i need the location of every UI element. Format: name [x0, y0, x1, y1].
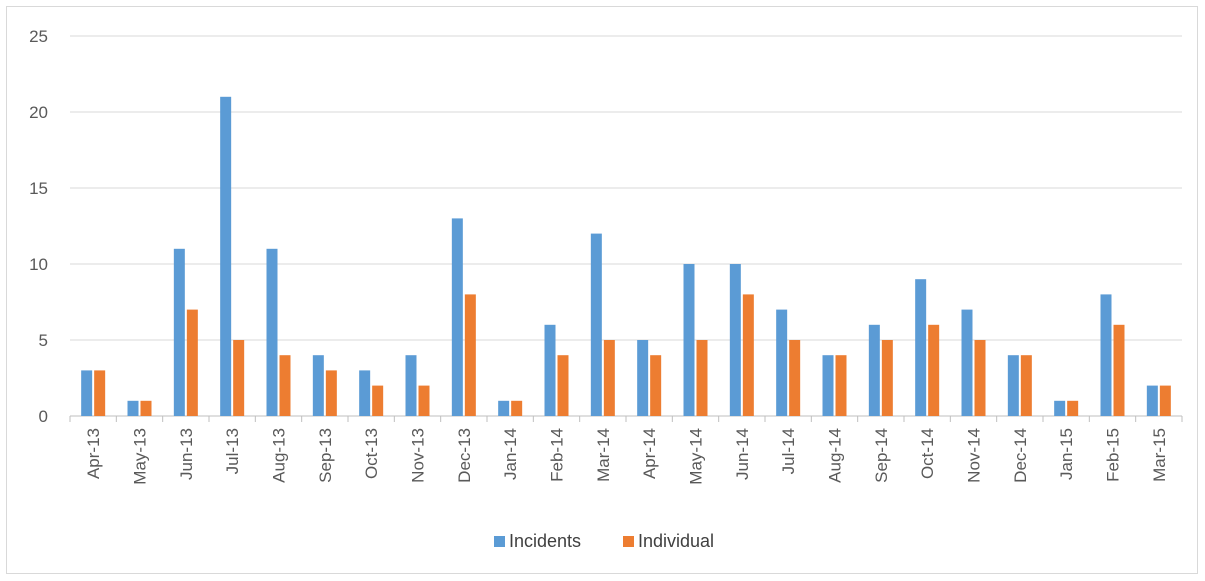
bar-individual [140, 400, 152, 416]
x-tick-label: Nov-14 [965, 428, 984, 483]
x-tick-label: Apr-13 [84, 428, 103, 479]
bar-individual [511, 400, 523, 416]
bar-individual [742, 294, 754, 416]
x-tick-label: Jul-14 [779, 428, 798, 474]
x-tick-label: Jun-13 [177, 428, 196, 480]
legend-label-individual: Individual [638, 531, 714, 551]
x-tick-label: Mar-15 [1150, 428, 1169, 482]
bar-incidents [173, 248, 185, 416]
bar-incidents [1054, 400, 1066, 416]
legend-swatch-incidents [494, 536, 505, 547]
bar-incidents [359, 370, 371, 416]
x-tick-label: Apr-14 [640, 428, 659, 479]
bar-individual [1159, 385, 1171, 416]
bar-incidents [590, 233, 602, 416]
bar-individual [464, 294, 476, 416]
bar-incidents [266, 248, 278, 416]
x-tick-label: Oct-13 [362, 428, 381, 479]
x-tick-label: Jul-13 [223, 428, 242, 474]
bar-individual [928, 324, 940, 416]
x-tick-label: Aug-13 [270, 428, 289, 483]
y-tick-label: 10 [29, 255, 48, 274]
x-tick-label: Nov-13 [409, 428, 428, 483]
y-tick-label: 20 [29, 103, 48, 122]
x-tick-label: May-14 [687, 428, 706, 485]
bar-individual [372, 385, 384, 416]
bar-incidents [127, 400, 139, 416]
x-tick-label: Jun-14 [733, 428, 752, 480]
bar-incidents [637, 340, 649, 416]
x-tick-label: Jan-14 [501, 428, 520, 480]
bar-individual [186, 309, 198, 416]
y-tick-label: 5 [39, 331, 48, 350]
x-tick-label: Sep-14 [872, 428, 891, 483]
bar-incidents [683, 264, 695, 416]
x-tick-label: May-13 [131, 428, 150, 485]
bar-individual [325, 370, 337, 416]
bar-incidents [1146, 385, 1158, 416]
bar-individual [279, 355, 291, 416]
bar-individual [974, 340, 986, 416]
x-tick-label: Dec-14 [1011, 428, 1030, 483]
bar-individual [696, 340, 708, 416]
bar-individual [94, 370, 106, 416]
bar-individual [789, 340, 801, 416]
bar-incidents [776, 309, 788, 416]
bar-incidents [1100, 294, 1112, 416]
bar-incidents [81, 370, 93, 416]
bar-incidents [451, 218, 463, 416]
bar-incidents [915, 279, 927, 416]
bar-incidents [312, 355, 324, 416]
bar-individual [1113, 324, 1125, 416]
bar-incidents [729, 264, 741, 416]
y-tick-label: 15 [29, 179, 48, 198]
bar-incidents [961, 309, 973, 416]
bar-individual [1067, 400, 1079, 416]
bar-incidents [822, 355, 834, 416]
bar-incidents [868, 324, 880, 416]
bar-individual [557, 355, 569, 416]
bar-incidents [544, 324, 556, 416]
x-tick-label: Dec-13 [455, 428, 474, 483]
x-tick-label: Feb-15 [1104, 428, 1123, 482]
x-tick-label: Oct-14 [918, 428, 937, 479]
bar-individual [1020, 355, 1032, 416]
bar-individual [881, 340, 893, 416]
bar-incidents [405, 355, 417, 416]
x-tick-label: Aug-14 [826, 428, 845, 483]
bar-incidents [220, 96, 232, 417]
x-tick-label: Jan-15 [1057, 428, 1076, 480]
bar-individual [835, 355, 847, 416]
bar-incidents [1007, 355, 1019, 416]
chart-area [6, 6, 1198, 574]
x-tick-label: Feb-14 [548, 428, 567, 482]
bar-individual [603, 340, 615, 416]
legend-label-incidents: Incidents [509, 531, 581, 551]
bar-incidents [498, 400, 510, 416]
bar-individual [233, 340, 245, 416]
y-tick-label: 25 [29, 27, 48, 46]
bar-individual [650, 355, 662, 416]
legend-swatch-individual [623, 536, 634, 547]
x-tick-label: Mar-14 [594, 428, 613, 482]
y-tick-label: 0 [39, 407, 48, 426]
bar-individual [418, 385, 430, 416]
x-tick-label: Sep-13 [316, 428, 335, 483]
